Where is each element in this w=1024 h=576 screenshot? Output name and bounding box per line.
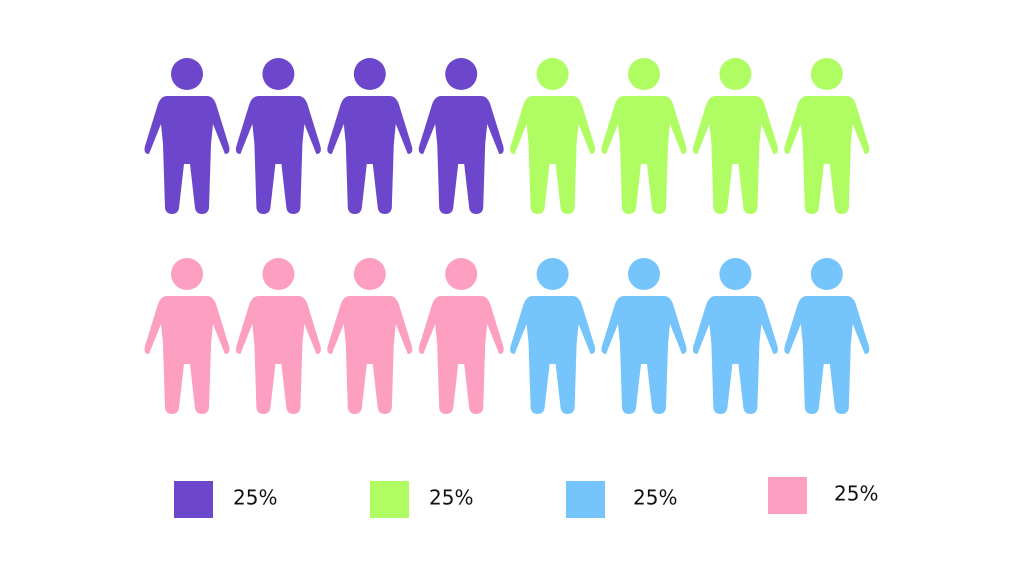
person-body xyxy=(418,296,504,414)
legend-swatch xyxy=(768,477,807,514)
person-icon xyxy=(692,258,778,414)
person-icon xyxy=(510,258,596,414)
person-head xyxy=(719,58,752,90)
person-icon xyxy=(692,58,778,214)
person-head xyxy=(810,258,843,290)
person-head xyxy=(353,258,386,290)
person-body xyxy=(510,296,596,414)
person-body xyxy=(235,96,321,214)
person-body xyxy=(144,96,230,214)
person-head xyxy=(719,258,752,290)
icon-group xyxy=(510,58,870,214)
person-icon xyxy=(418,58,504,214)
legend-swatch xyxy=(370,481,409,518)
person-icon xyxy=(601,58,687,214)
person-body xyxy=(510,96,596,214)
legend-swatch xyxy=(566,481,605,518)
person-icon xyxy=(235,58,321,214)
person-head xyxy=(810,58,843,90)
person-body xyxy=(784,96,870,214)
person-head xyxy=(628,258,660,290)
person-head xyxy=(353,58,386,90)
legend-swatch xyxy=(174,481,213,518)
person-body xyxy=(601,96,687,214)
person-head xyxy=(171,58,203,90)
person-icon xyxy=(418,258,504,414)
person-icon xyxy=(327,258,413,414)
person-body xyxy=(235,296,321,414)
person-icon xyxy=(510,58,596,214)
legend-label: 25% xyxy=(834,482,878,506)
person-head xyxy=(262,58,295,90)
person-body xyxy=(327,296,413,414)
person-body xyxy=(327,96,413,214)
person-body xyxy=(692,96,778,214)
legend-label: 25% xyxy=(429,486,473,510)
person-body xyxy=(144,296,230,414)
person-icon xyxy=(327,58,413,214)
person-icon xyxy=(144,258,230,414)
person-icon xyxy=(784,258,870,414)
person-icon xyxy=(144,58,230,214)
person-head xyxy=(445,258,478,290)
person-head xyxy=(536,258,569,290)
person-icon xyxy=(784,58,870,214)
legend-label: 25% xyxy=(633,486,677,510)
person-head xyxy=(445,58,478,90)
person-head xyxy=(262,258,295,290)
person-head xyxy=(171,258,203,290)
person-body xyxy=(692,296,778,414)
person-icon xyxy=(235,258,321,414)
person-body xyxy=(601,296,687,414)
icon-group xyxy=(510,258,870,414)
person-icon xyxy=(601,258,687,414)
person-head xyxy=(628,58,660,90)
person-head xyxy=(536,58,569,90)
icon-group xyxy=(144,258,504,414)
legend-label: 25% xyxy=(233,486,277,510)
icon-group xyxy=(144,58,504,214)
person-body xyxy=(784,296,870,414)
person-body xyxy=(418,96,504,214)
